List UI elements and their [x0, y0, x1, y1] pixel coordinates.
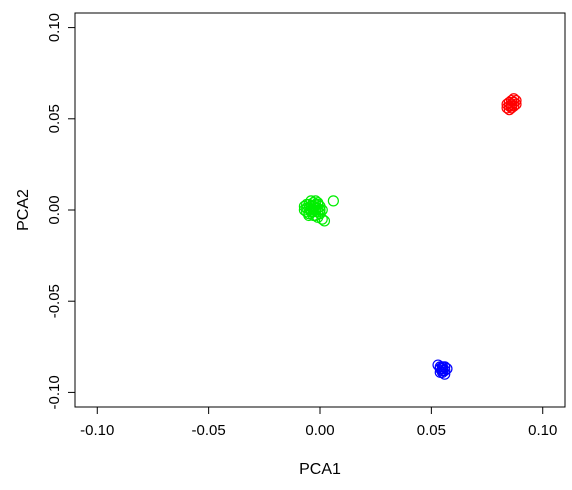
data-point	[436, 363, 449, 375]
data-point	[327, 195, 339, 207]
x-axis: -0.10 -0.05 0.00 0.05 0.10	[80, 406, 557, 439]
y-tick-label: 0.10	[46, 13, 63, 42]
data-point	[312, 198, 324, 211]
data-point	[314, 204, 326, 216]
data-point	[505, 100, 518, 112]
y-tick-label: 0.05	[46, 104, 63, 133]
x-axis-label: PCA1	[299, 461, 341, 478]
x-tick-label: 0.00	[305, 422, 334, 439]
x-tick-label: 0.05	[417, 422, 446, 439]
data-point	[508, 93, 520, 105]
data-point	[318, 215, 331, 227]
x-tick-label: -0.10	[80, 422, 114, 439]
x-tick-label: 0.10	[528, 422, 557, 439]
data-point	[305, 195, 317, 207]
y-tick-label: 0.00	[46, 195, 63, 224]
y-axis: -0.10 -0.05 0.00 0.05 0.10	[46, 13, 76, 410]
y-tick-label: -0.05	[46, 284, 63, 318]
y-tick-label: -0.10	[46, 375, 63, 409]
points-layer	[298, 93, 522, 380]
y-axis-label: PCA2	[15, 189, 32, 231]
data-point	[298, 200, 311, 212]
data-point	[307, 209, 319, 222]
x-tick-label: -0.05	[192, 422, 226, 439]
data-point	[303, 209, 315, 222]
